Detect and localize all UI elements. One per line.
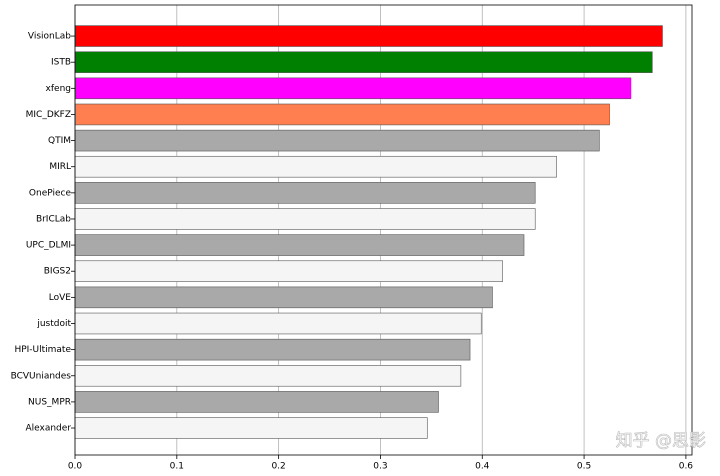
y-tick-label: OnePiece [29,188,72,198]
y-tick-label: HPI-Ultimate [14,345,71,355]
y-tick-label: ISTB [51,58,71,68]
bar [74,286,493,309]
x-tick-label: 0.3 [373,462,387,472]
x-tick-label: 0.2 [271,462,285,472]
x-tick-label: 0.5 [577,462,591,472]
watermark: 知乎 @思影 [616,431,706,451]
bar [74,391,439,413]
bar [74,208,536,230]
bar [74,312,482,335]
y-tick-label: justdoit [36,319,71,329]
x-tick-label: 0.0 [68,462,83,472]
y-tick-label: VisionLab [28,32,71,42]
plot-frame [74,4,693,456]
y-tick-label: BCVUniandes [11,371,72,381]
y-tick-label: xfeng [46,84,71,94]
bar [74,103,610,126]
bar [74,25,663,47]
y-tick-label: MIRL [49,162,71,172]
bar [74,234,525,256]
bar [74,129,600,152]
y-tick-label: LoVE [49,293,72,303]
y-tick-label: Alexander [25,424,71,434]
bar [74,260,503,282]
bar [74,338,471,361]
bar [74,417,428,439]
y-tick-label: UPC_DLMI [26,241,71,251]
y-tick-label: MIC_DKFZ [26,110,71,120]
y-tick-label: BrICLab [36,214,71,224]
bar [74,182,536,204]
bar [74,77,632,100]
x-tick-label: 0.4 [475,462,490,472]
y-tick-label: BIGS2 [44,267,71,277]
y-tick-label: NUS_MPR [28,397,71,407]
y-tick-label: QTIM [48,136,71,146]
bar [74,365,462,387]
bar [74,155,557,178]
bar [74,51,653,73]
x-tick-label: 0.1 [170,462,184,472]
x-tick-label: 0.6 [679,462,694,472]
